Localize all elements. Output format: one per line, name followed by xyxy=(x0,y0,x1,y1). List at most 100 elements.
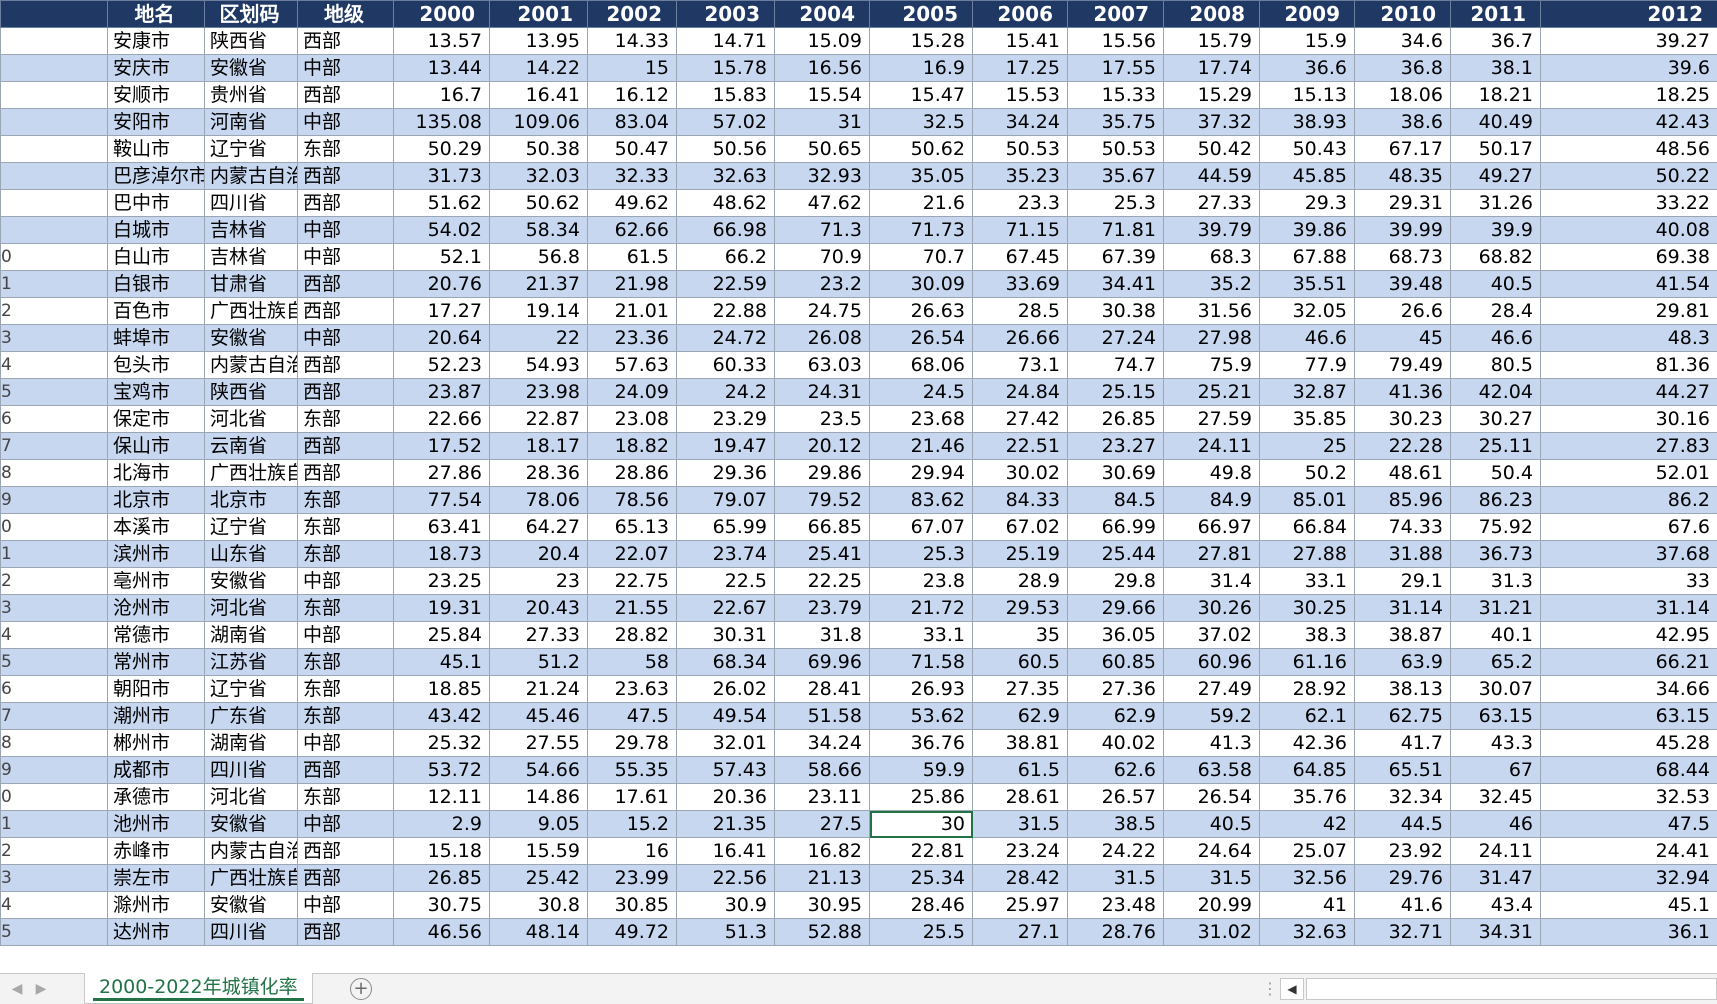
table-cell[interactable]: 74.7 xyxy=(1068,352,1164,379)
row-number[interactable]: 3 xyxy=(1,595,108,622)
table-cell[interactable]: 19.47 xyxy=(677,433,775,460)
table-cell[interactable]: 52.01 xyxy=(1541,460,1717,487)
table-cell[interactable]: 陕西省 xyxy=(205,379,298,406)
table-cell[interactable]: 63.03 xyxy=(775,352,870,379)
table-cell[interactable]: 23.92 xyxy=(1355,838,1451,865)
table-cell[interactable]: 43.4 xyxy=(1451,892,1541,919)
table-cell[interactable]: 21.01 xyxy=(588,298,677,325)
table-cell[interactable]: 51.2 xyxy=(490,649,588,676)
table-cell[interactable]: 31.21 xyxy=(1451,595,1541,622)
table-cell[interactable]: 22.67 xyxy=(677,595,775,622)
table-cell[interactable]: 18.21 xyxy=(1451,82,1541,109)
table-cell[interactable]: 27.36 xyxy=(1068,676,1164,703)
table-cell[interactable]: 36.7 xyxy=(1451,28,1541,55)
table-cell[interactable]: 21.6 xyxy=(870,190,973,217)
table-cell[interactable]: 河北省 xyxy=(205,595,298,622)
table-cell[interactable]: 中部 xyxy=(298,244,394,271)
horizontal-scrollbar[interactable] xyxy=(1306,978,1717,1000)
table-cell[interactable]: 39.99 xyxy=(1355,217,1451,244)
table-cell[interactable]: 50.53 xyxy=(973,136,1068,163)
table-cell[interactable]: 63.58 xyxy=(1164,757,1260,784)
table-cell[interactable]: 41.3 xyxy=(1164,730,1260,757)
table-cell[interactable]: 46.6 xyxy=(1451,325,1541,352)
table-cell[interactable]: 39.9 xyxy=(1451,217,1541,244)
table-cell[interactable]: 21.13 xyxy=(775,865,870,892)
table-cell[interactable]: 安徽省 xyxy=(205,55,298,82)
table-cell[interactable]: 陕西省 xyxy=(205,28,298,55)
table-cell[interactable]: 67.07 xyxy=(870,514,973,541)
table-cell[interactable]: 50.53 xyxy=(1068,136,1164,163)
first-sheet-icon[interactable]: ◀ xyxy=(8,978,26,1000)
table-cell[interactable]: 66.2 xyxy=(677,244,775,271)
table-cell[interactable]: 68.44 xyxy=(1541,757,1717,784)
table-cell[interactable]: 9.05 xyxy=(490,811,588,838)
table-cell[interactable]: 23.27 xyxy=(1068,433,1164,460)
table-cell[interactable]: 14.71 xyxy=(677,28,775,55)
table-cell[interactable]: 常德市 xyxy=(108,622,205,649)
table-cell[interactable]: 34.66 xyxy=(1541,676,1717,703)
table-cell[interactable]: 32.34 xyxy=(1355,784,1451,811)
table-cell[interactable]: 吉林省 xyxy=(205,244,298,271)
table-cell[interactable]: 68.73 xyxy=(1355,244,1451,271)
table-cell[interactable]: 21.55 xyxy=(588,595,677,622)
table-cell[interactable]: 15.13 xyxy=(1260,82,1355,109)
table-cell[interactable]: 18.25 xyxy=(1541,82,1717,109)
table-cell[interactable]: 79.07 xyxy=(677,487,775,514)
table-cell[interactable]: 15.59 xyxy=(490,838,588,865)
table-cell[interactable]: 27.55 xyxy=(490,730,588,757)
table-cell[interactable]: 86.2 xyxy=(1541,487,1717,514)
row-number[interactable] xyxy=(1,190,108,217)
table-cell[interactable]: 52.1 xyxy=(394,244,490,271)
table-cell[interactable]: 23.87 xyxy=(394,379,490,406)
table-cell[interactable]: 15.47 xyxy=(870,82,973,109)
table-cell[interactable]: 32.01 xyxy=(677,730,775,757)
table-cell[interactable]: 45 xyxy=(1355,325,1451,352)
row-number[interactable] xyxy=(1,163,108,190)
table-cell[interactable]: 安徽省 xyxy=(205,325,298,352)
table-cell[interactable]: 19.14 xyxy=(490,298,588,325)
table-cell[interactable]: 29.81 xyxy=(1541,298,1717,325)
table-cell[interactable]: 59.9 xyxy=(870,757,973,784)
table-cell[interactable]: 35 xyxy=(973,622,1068,649)
row-number[interactable]: 3 xyxy=(1,325,108,352)
table-cell[interactable]: 西部 xyxy=(298,190,394,217)
table-cell[interactable]: 61.5 xyxy=(588,244,677,271)
table-cell[interactable]: 32.45 xyxy=(1451,784,1541,811)
table-cell[interactable]: 34.24 xyxy=(775,730,870,757)
table-cell[interactable]: 23.48 xyxy=(1068,892,1164,919)
table-cell[interactable]: 常州市 xyxy=(108,649,205,676)
table-cell[interactable]: 22.81 xyxy=(870,838,973,865)
table-cell[interactable]: 35.85 xyxy=(1260,406,1355,433)
table-cell[interactable]: 23.2 xyxy=(775,271,870,298)
table-cell[interactable]: 18.17 xyxy=(490,433,588,460)
table-cell[interactable]: 25.19 xyxy=(973,541,1068,568)
table-cell[interactable]: 河南省 xyxy=(205,109,298,136)
table-cell[interactable]: 18.06 xyxy=(1355,82,1451,109)
table-cell[interactable]: 安徽省 xyxy=(205,568,298,595)
table-cell[interactable]: 15.28 xyxy=(870,28,973,55)
table-cell[interactable]: 保山市 xyxy=(108,433,205,460)
table-cell[interactable]: 25.3 xyxy=(1068,190,1164,217)
table-cell[interactable]: 保定市 xyxy=(108,406,205,433)
table-cell[interactable]: 15.33 xyxy=(1068,82,1164,109)
row-number[interactable]: 1 xyxy=(1,541,108,568)
table-cell[interactable]: 25.32 xyxy=(394,730,490,757)
table-cell[interactable]: 36.6 xyxy=(1260,55,1355,82)
table-cell[interactable]: 35.75 xyxy=(1068,109,1164,136)
table-cell[interactable]: 23.8 xyxy=(870,568,973,595)
table-cell[interactable]: 39.86 xyxy=(1260,217,1355,244)
table-cell[interactable]: 24.64 xyxy=(1164,838,1260,865)
table-cell[interactable]: 50.29 xyxy=(394,136,490,163)
table-cell[interactable]: 16.41 xyxy=(490,82,588,109)
table-cell[interactable]: 25.07 xyxy=(1260,838,1355,865)
table-cell[interactable]: 20.76 xyxy=(394,271,490,298)
sheet-tab[interactable]: 2000-2022年城镇化率 xyxy=(84,973,313,1004)
row-number[interactable]: 9 xyxy=(1,487,108,514)
row-number[interactable]: 2 xyxy=(1,838,108,865)
table-cell[interactable]: 35.76 xyxy=(1260,784,1355,811)
table-cell[interactable]: 30.69 xyxy=(1068,460,1164,487)
table-cell[interactable]: 30.31 xyxy=(677,622,775,649)
table-cell[interactable]: 东部 xyxy=(298,676,394,703)
tab-splitter-icon[interactable]: ⋮ xyxy=(1262,980,1278,998)
table-cell[interactable]: 49.8 xyxy=(1164,460,1260,487)
